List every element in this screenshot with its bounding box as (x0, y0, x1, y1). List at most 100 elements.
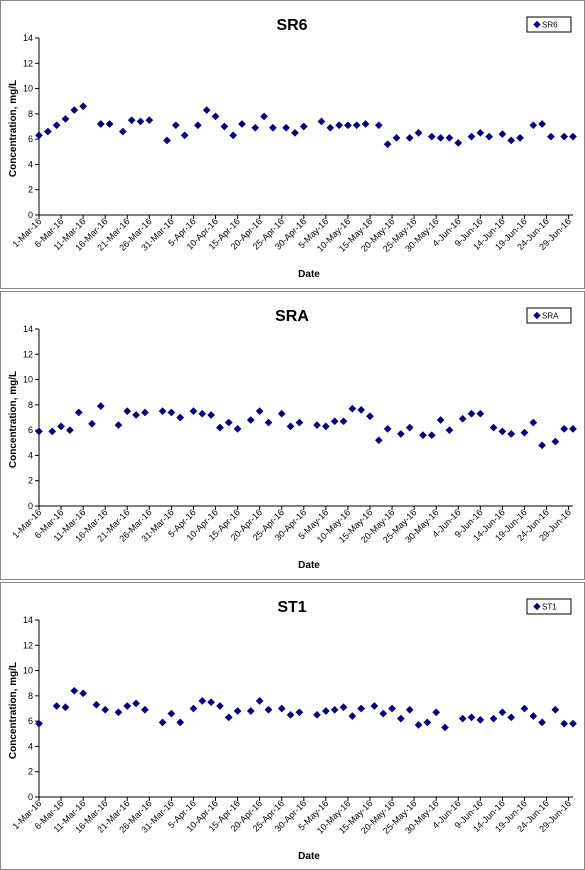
data-point (520, 428, 529, 437)
data-point (529, 418, 538, 427)
data-point (61, 703, 70, 712)
data-point (158, 407, 167, 416)
legend-label: SR6 (542, 21, 558, 30)
legend-label: ST1 (542, 603, 557, 612)
legend-box (526, 16, 572, 33)
y-tick-label: 0 (28, 792, 33, 802)
chart-title: SRA (275, 308, 309, 325)
data-point (516, 133, 524, 142)
y-tick-label: 14 (23, 324, 33, 334)
data-point (114, 708, 123, 717)
data-point (123, 702, 132, 710)
y-tick-label: 4 (28, 741, 33, 751)
data-point (171, 121, 180, 130)
data-point (189, 407, 198, 416)
data-point (145, 116, 154, 125)
legend-marker (533, 602, 541, 611)
data-point (246, 416, 255, 424)
chart-panel-st1: ST1 0 2 4 6 8 10 12 14 1-Mar-16 6-Mar-16 11-Mar-16 1… (0, 582, 585, 870)
data-point (260, 112, 269, 121)
data-point (277, 409, 286, 418)
data-point (140, 408, 149, 417)
legend-marker (533, 20, 541, 29)
data-point (176, 413, 185, 422)
data-point (405, 423, 414, 432)
data-point (132, 411, 141, 419)
data-point (370, 702, 379, 710)
data-point (388, 704, 397, 713)
data-point (123, 407, 132, 416)
chart-svg-st1: ST1024681012141-Mar-166-Mar-1611-Mar-161… (8, 598, 577, 862)
data-point (374, 121, 383, 130)
data-point (96, 120, 105, 128)
x-axis-label: Date (298, 851, 320, 862)
data-point (396, 429, 405, 438)
data-point (65, 426, 74, 435)
data-point (458, 714, 467, 723)
data-point (546, 132, 555, 141)
y-tick-label: 6 (28, 134, 33, 144)
data-point (423, 718, 432, 727)
data-point (529, 712, 538, 721)
data-point (326, 123, 335, 132)
data-point (189, 704, 198, 713)
y-axis-label: Concentration, mg/L (8, 662, 19, 759)
data-point (277, 704, 286, 713)
data-point (485, 132, 494, 141)
data-point (70, 686, 79, 695)
y-tick-label: 6 (28, 425, 33, 435)
y-tick-label: 12 (23, 58, 33, 68)
y-tick-label: 10 (23, 84, 33, 94)
data-point (383, 424, 392, 433)
data-point (215, 702, 224, 710)
data-point (436, 416, 445, 424)
data-point (335, 121, 344, 130)
data-point (61, 114, 70, 123)
legend-box (526, 307, 572, 324)
data-point (207, 698, 216, 707)
data-point (414, 720, 423, 729)
data-point (198, 409, 207, 418)
data-point (132, 699, 141, 708)
data-point (560, 424, 569, 433)
data-point (489, 714, 498, 723)
legend-marker (533, 311, 541, 320)
data-point (569, 719, 577, 728)
data-point (445, 426, 454, 435)
y-tick-label: 2 (28, 476, 33, 486)
data-point (560, 719, 569, 728)
data-point (193, 121, 202, 130)
y-tick-label: 0 (28, 210, 33, 220)
data-point (101, 705, 110, 714)
data-point (52, 702, 61, 710)
data-point (476, 409, 485, 418)
x-axis-label: Date (298, 560, 320, 571)
data-point (105, 120, 114, 128)
data-point (436, 133, 445, 142)
data-point (295, 418, 304, 427)
data-point (286, 710, 295, 719)
data-point (255, 407, 264, 416)
data-point (233, 707, 242, 715)
chart-svg-sr6: SR6024681012141-Mar-166-Mar-1611-Mar-161… (8, 16, 577, 280)
data-point (357, 704, 366, 713)
y-tick-label: 8 (28, 109, 33, 119)
data-point (251, 123, 260, 132)
data-point (551, 437, 560, 446)
data-point (348, 712, 357, 721)
data-point (74, 408, 83, 417)
data-point (92, 700, 101, 709)
data-point (215, 423, 224, 432)
data-point (35, 131, 43, 140)
data-point (445, 133, 454, 142)
data-point (507, 429, 516, 438)
data-point (207, 411, 216, 419)
y-tick-label: 0 (28, 501, 33, 511)
data-point (441, 723, 449, 732)
chart-panel-sra: SRA 0 2 4 6 8 10 12 14 1-Mar-16 6-Mar-16 11-Mar-16 1… (0, 291, 585, 580)
data-point (339, 703, 348, 712)
data-point (43, 127, 52, 136)
data-point (560, 132, 569, 141)
data-point (405, 705, 414, 714)
